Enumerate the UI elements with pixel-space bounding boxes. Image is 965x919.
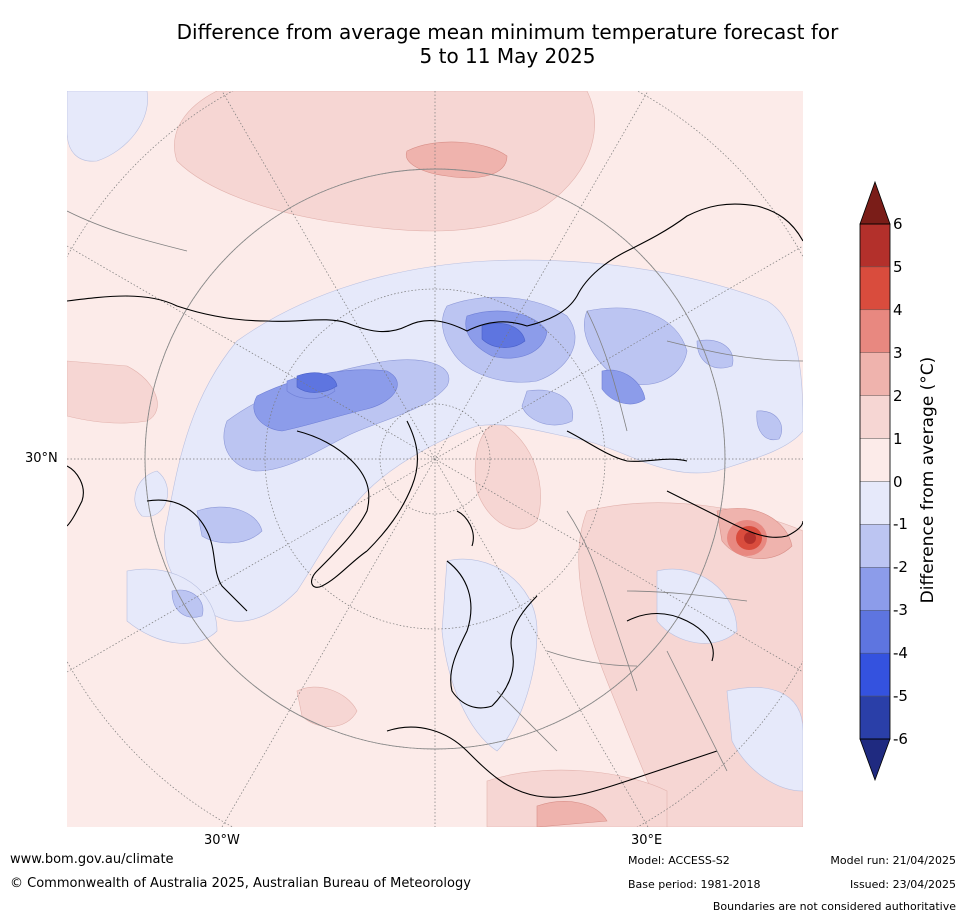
colorbar-tick-label: 0 [893,472,903,491]
copyright-text: © Commonwealth of Australia 2025, Austra… [10,876,471,891]
model-run-date: Model run: 21/04/2025 [830,854,956,867]
map-title: Difference from average mean minimum tem… [60,20,955,68]
colorbar-bin [859,524,891,568]
colorbar-bin [859,266,891,311]
colorbar-tick-label: -3 [893,601,908,620]
title-line-1: Difference from average mean minimum tem… [176,20,839,44]
colorbar-bin [859,567,891,611]
title-line-2: 5 to 11 May 2025 [419,44,596,68]
colorbar-tick-label: -1 [893,515,908,534]
colorbar-tick-label: -6 [893,730,908,748]
strong-cold-anomaly-core [296,322,526,393]
colorbar-tick-label: -4 [893,644,908,663]
model-name: Model: ACCESS-S2 [628,854,730,867]
colorbar-bin [859,309,891,353]
issued-date: Issued: 23/04/2025 [849,878,956,891]
boundaries-disclaimer: Boundaries are not considered authoritat… [712,900,956,913]
colorbar-bin [859,395,891,439]
hot-spot-east-asia [727,520,767,556]
colorbar-extend-max-arrow [859,180,891,225]
colorbar-bins [859,223,891,740]
colorbar-bin [859,352,891,396]
colorbar-tick-label: 1 [893,429,903,448]
latitude-circle-30n [144,168,726,750]
colorbar [859,180,891,782]
lat-label-30n: 30°N [25,451,58,466]
lon-label-30w: 30°W [204,833,240,848]
colorbar-tick-label: -2 [893,558,908,577]
colorbar-bin [859,438,891,482]
colorbar-tick-label: 3 [893,343,903,362]
colorbar-bin [859,481,891,525]
colorbar-frame [859,223,891,740]
website-link[interactable]: www.bom.gov.au/climate [10,852,174,867]
colorbar-tick-label: 4 [893,300,903,319]
base-period: Base period: 1981-2018 [628,878,761,891]
colorbar-extend-min-arrow [859,738,891,782]
colorbar-tick-label: 2 [893,386,903,405]
colorbar-bin [859,223,891,268]
forecast-map[interactable] [67,91,803,827]
colorbar-bin [859,695,891,740]
country-borders [67,210,803,772]
colorbar-bin [859,610,891,654]
colorbar-bin [859,652,891,697]
colorbar-tick-label: -5 [893,687,908,706]
colorbar-tick-label: 6 [893,215,903,233]
map-canvas [67,91,803,827]
lon-label-30e: 30°E [631,833,663,848]
stronger-cold-anomaly-regions [253,310,646,432]
coastlines [67,203,803,798]
colorbar-tick-label: 5 [893,257,903,276]
colorbar-label: Difference from average (°C) [918,356,938,604]
